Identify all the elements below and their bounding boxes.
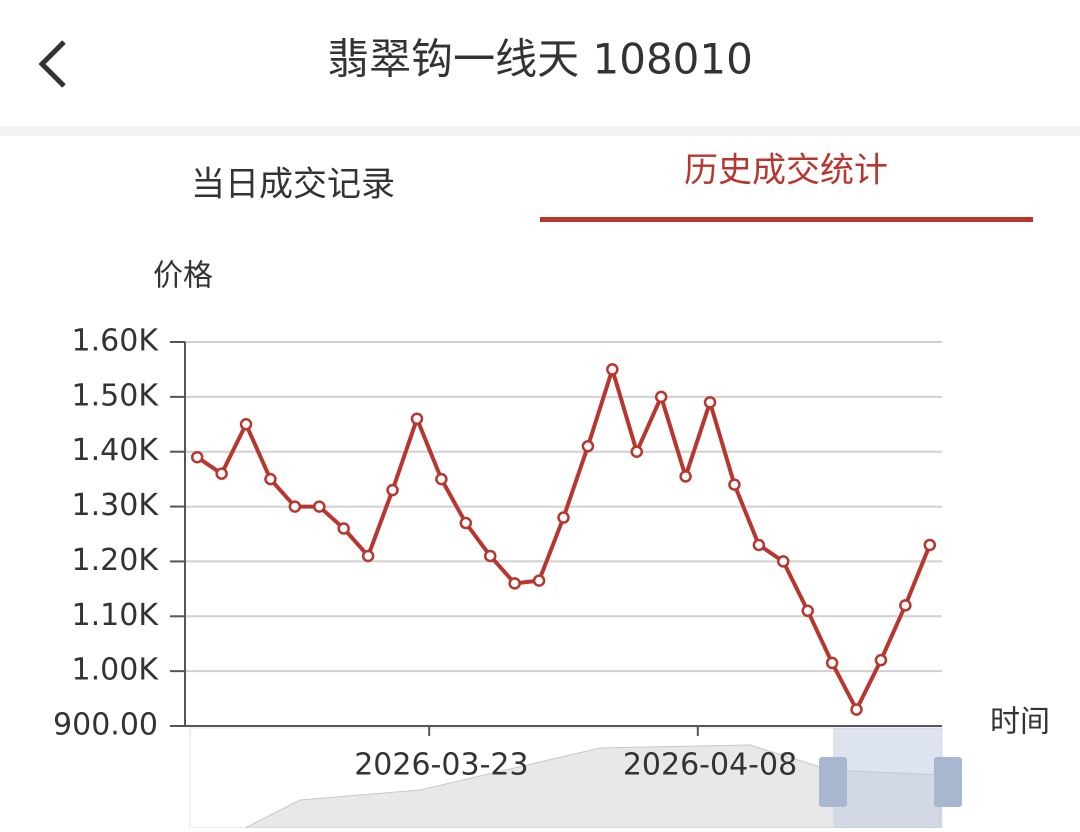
data-point (337, 522, 350, 535)
data-point (215, 467, 228, 480)
y-tick-label: 1.60K (72, 324, 160, 359)
data-point (825, 656, 839, 670)
y-tick-label: 1.20K (72, 543, 160, 578)
data-zoom[interactable] (189, 727, 962, 829)
tab-underline (540, 217, 1033, 222)
data-point (679, 470, 692, 483)
y-tick-label: 1.00K (72, 653, 160, 688)
data-point (313, 500, 326, 513)
data-point (361, 549, 375, 563)
zoom-handle[interactable] (934, 757, 962, 807)
tab[interactable]: 当日成交记录 (191, 165, 395, 205)
back-button[interactable] (38, 40, 66, 88)
data-point (777, 555, 790, 568)
y-tick-label: 1.30K (72, 488, 160, 523)
data-point (606, 363, 619, 376)
data-point (435, 472, 448, 486)
data-point (801, 604, 814, 618)
zoom-window[interactable] (833, 728, 942, 828)
data-point (728, 478, 741, 491)
x-tick-label: 2026-04-08 (623, 748, 797, 783)
data-point (581, 439, 595, 453)
y-tick-label: 1.10K (72, 598, 160, 633)
data-point (654, 390, 668, 404)
x-tick-label: 2026-03-23 (354, 748, 528, 783)
y-tick-label: 900.00 (53, 708, 158, 743)
data-point (264, 472, 277, 486)
data-point (386, 483, 399, 497)
data-point (288, 500, 302, 513)
x-axis-name: 时间 (990, 705, 1050, 740)
data-point (557, 511, 570, 524)
data-point (410, 412, 424, 426)
data-point (752, 538, 766, 552)
data-point (874, 653, 888, 667)
data-point (703, 396, 717, 409)
y-axis-name: 价格 (153, 259, 213, 294)
page-title: 翡翠钩一线天 108010 (327, 35, 753, 84)
data-point (508, 577, 521, 590)
zoom-handle[interactable] (819, 757, 847, 807)
data-point (899, 599, 912, 612)
price-line (196, 367, 932, 712)
data-point (923, 538, 937, 552)
data-point (483, 549, 497, 563)
data-point (630, 445, 644, 458)
y-tick-label: 1.50K (72, 378, 160, 413)
y-tick-label: 1.40K (72, 433, 160, 468)
data-point (190, 450, 204, 464)
data-point (239, 418, 253, 431)
tab-active[interactable]: 历史成交统计 (684, 151, 888, 191)
divider (0, 126, 1080, 136)
data-point (850, 703, 863, 716)
data-point (459, 516, 473, 530)
data-point (532, 574, 546, 587)
